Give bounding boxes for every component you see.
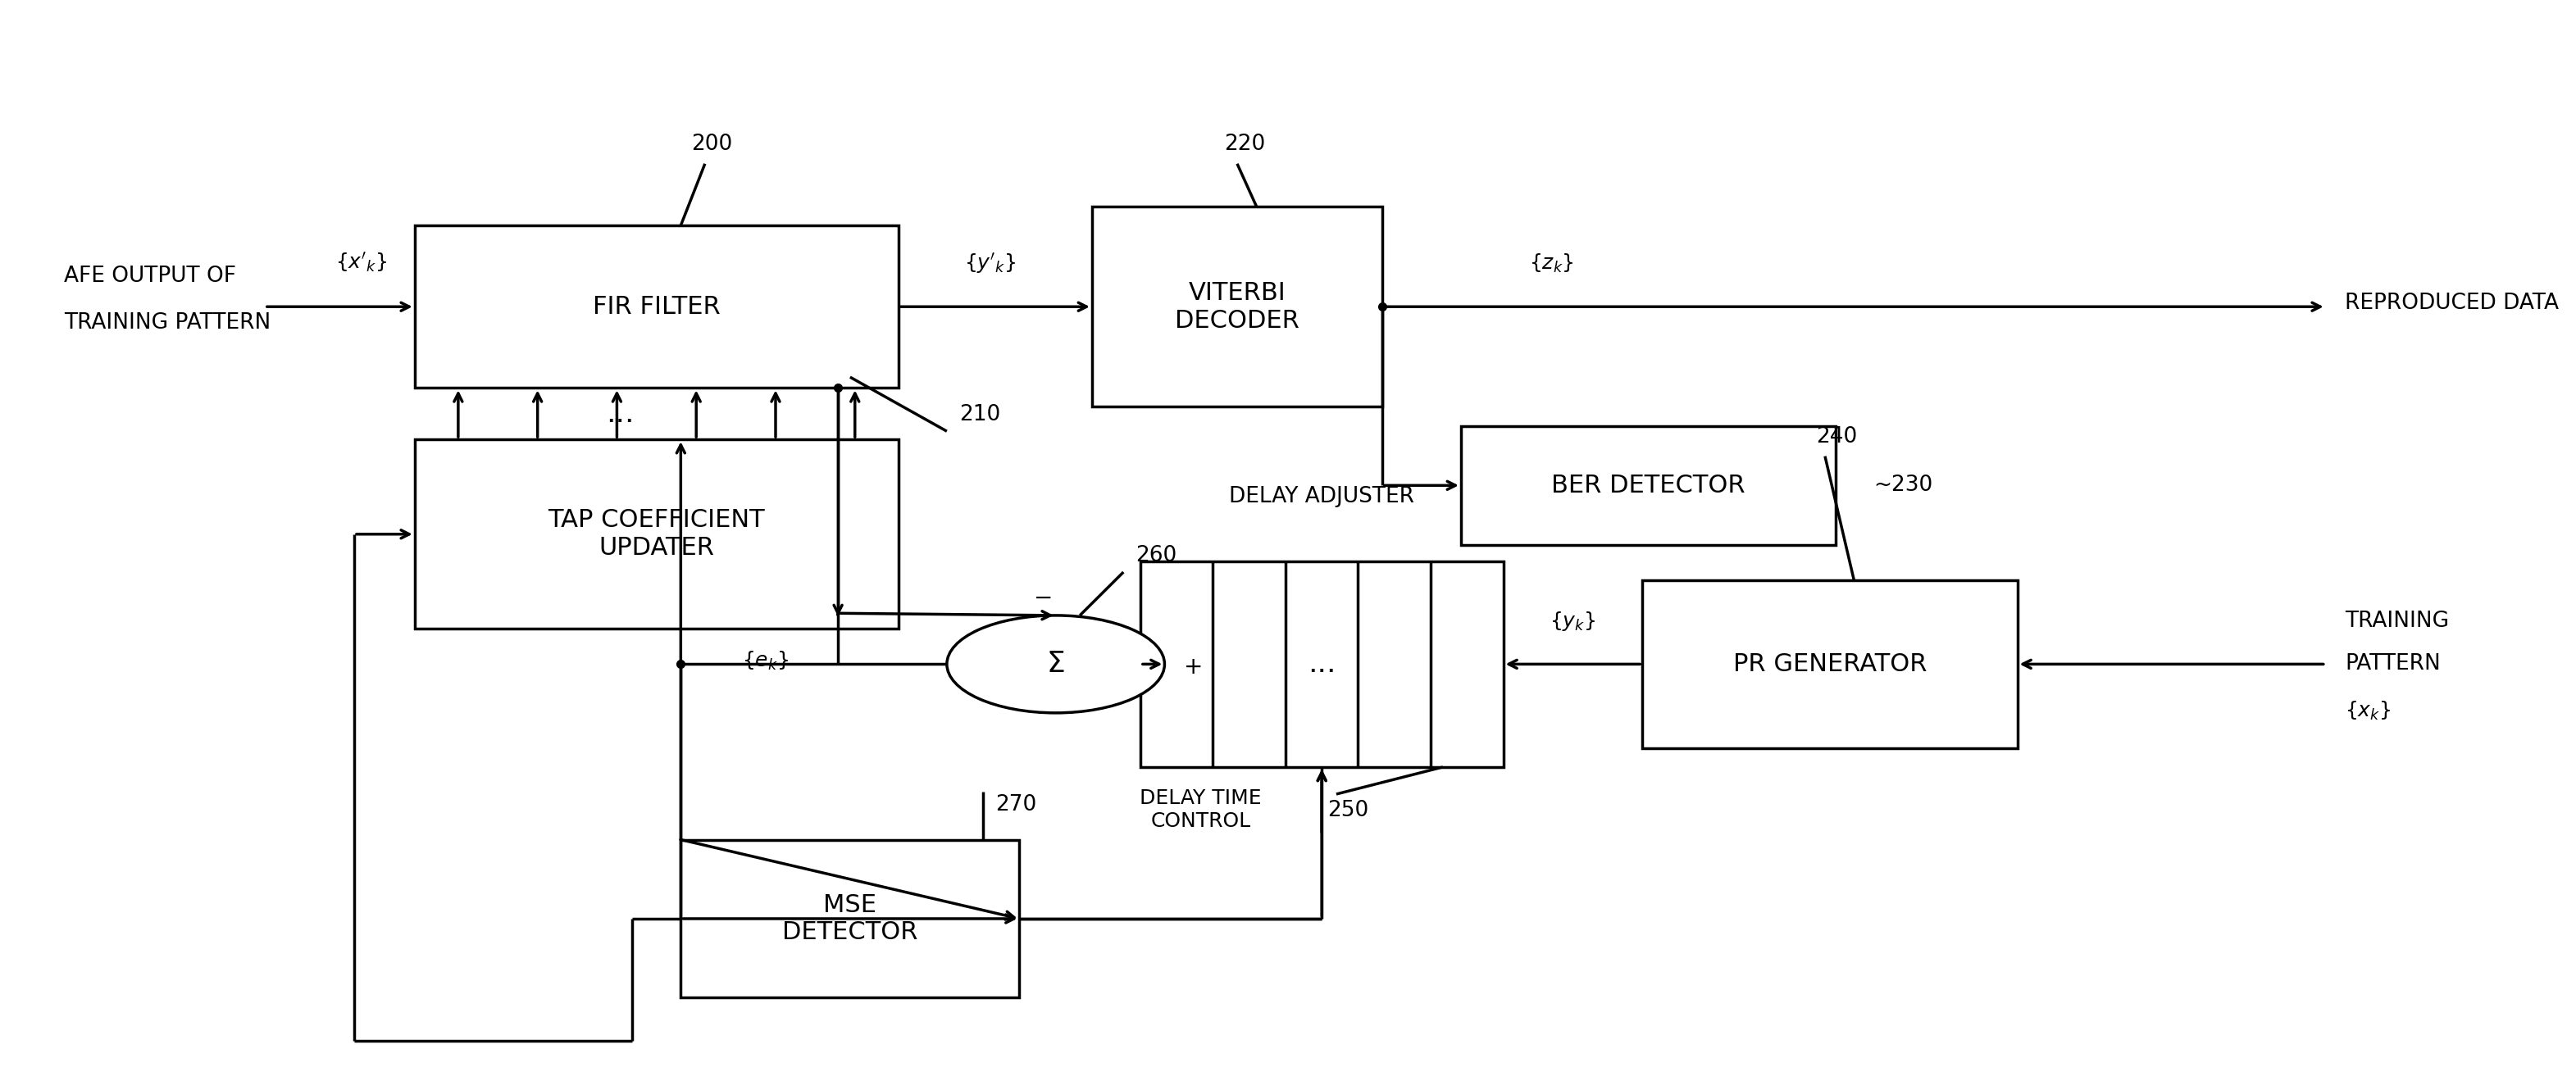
Bar xyxy=(1092,206,1383,407)
Text: 210: 210 xyxy=(958,404,999,426)
Text: 270: 270 xyxy=(994,795,1036,815)
Circle shape xyxy=(948,616,1164,713)
Text: TRAINING PATTERN: TRAINING PATTERN xyxy=(64,313,270,334)
Text: 260: 260 xyxy=(1136,545,1177,567)
Text: BER DETECTOR: BER DETECTOR xyxy=(1551,473,1747,497)
Text: FIR FILTER: FIR FILTER xyxy=(592,294,721,318)
Text: PATTERN: PATTERN xyxy=(2344,654,2442,675)
Text: ...: ... xyxy=(1309,651,1337,678)
Text: 250: 250 xyxy=(1327,800,1368,821)
Text: $\{z_k\}$: $\{z_k\}$ xyxy=(1530,252,1574,275)
Text: 220: 220 xyxy=(1224,134,1265,155)
Bar xyxy=(415,439,899,629)
Text: −: − xyxy=(1033,588,1054,610)
Text: $\{x'_k\}$: $\{x'_k\}$ xyxy=(335,252,386,275)
Text: ~230: ~230 xyxy=(1873,475,1932,496)
Text: TAP COEFFICIENT
UPDATER: TAP COEFFICIENT UPDATER xyxy=(549,509,765,560)
Text: VITERBI
DECODER: VITERBI DECODER xyxy=(1175,281,1298,332)
Bar xyxy=(1461,426,1837,545)
Text: DELAY TIME
CONTROL: DELAY TIME CONTROL xyxy=(1141,788,1262,831)
Text: AFE OUTPUT OF: AFE OUTPUT OF xyxy=(64,266,237,287)
Text: 240: 240 xyxy=(1816,426,1857,447)
Text: DELAY ADJUSTER: DELAY ADJUSTER xyxy=(1229,486,1414,507)
Bar xyxy=(415,226,899,388)
Bar xyxy=(1141,561,1504,767)
Bar xyxy=(680,840,1020,997)
Text: ...: ... xyxy=(605,400,634,427)
Text: +: + xyxy=(1185,656,1203,679)
Text: $\{e_k\}$: $\{e_k\}$ xyxy=(742,650,788,673)
Text: 200: 200 xyxy=(690,134,732,155)
Text: PR GENERATOR: PR GENERATOR xyxy=(1734,652,1927,676)
Text: $\{x_k\}$: $\{x_k\}$ xyxy=(2344,700,2391,722)
Text: REPRODUCED DATA: REPRODUCED DATA xyxy=(2344,293,2558,314)
Text: TRAINING: TRAINING xyxy=(2344,610,2450,631)
Text: $\{y'_k\}$: $\{y'_k\}$ xyxy=(963,252,1018,276)
Text: MSE
DETECTOR: MSE DETECTOR xyxy=(783,893,917,944)
Text: $\{y_k\}$: $\{y_k\}$ xyxy=(1551,609,1597,632)
Text: Σ: Σ xyxy=(1046,651,1064,678)
Bar xyxy=(1643,580,2017,748)
